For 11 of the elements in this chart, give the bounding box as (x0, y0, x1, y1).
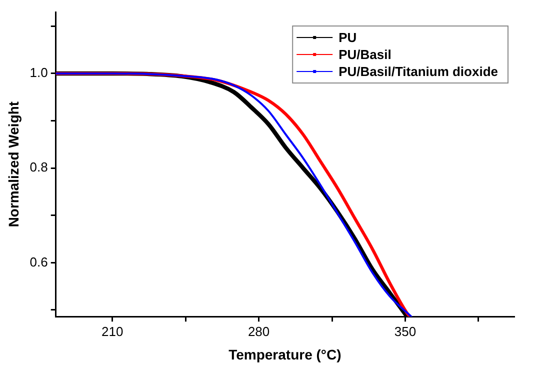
x-tick-label: 350 (394, 324, 416, 339)
y-tick-label: 1.0 (30, 65, 48, 80)
x-axis-title: Temperature (°C) (228, 346, 342, 362)
y-axis-title: Normalized Weight (5, 101, 22, 228)
legend-label: PU/Basil/Titanium dioxide (338, 64, 498, 80)
x-tick-label: 210 (102, 324, 124, 339)
y-tick-label: 0.8 (30, 160, 48, 175)
x-tick-label: 280 (248, 324, 270, 339)
legend-label: PU/Basil (338, 47, 392, 62)
legend-label: PU (338, 30, 357, 46)
y-tick-label: 0.6 (30, 254, 48, 270)
